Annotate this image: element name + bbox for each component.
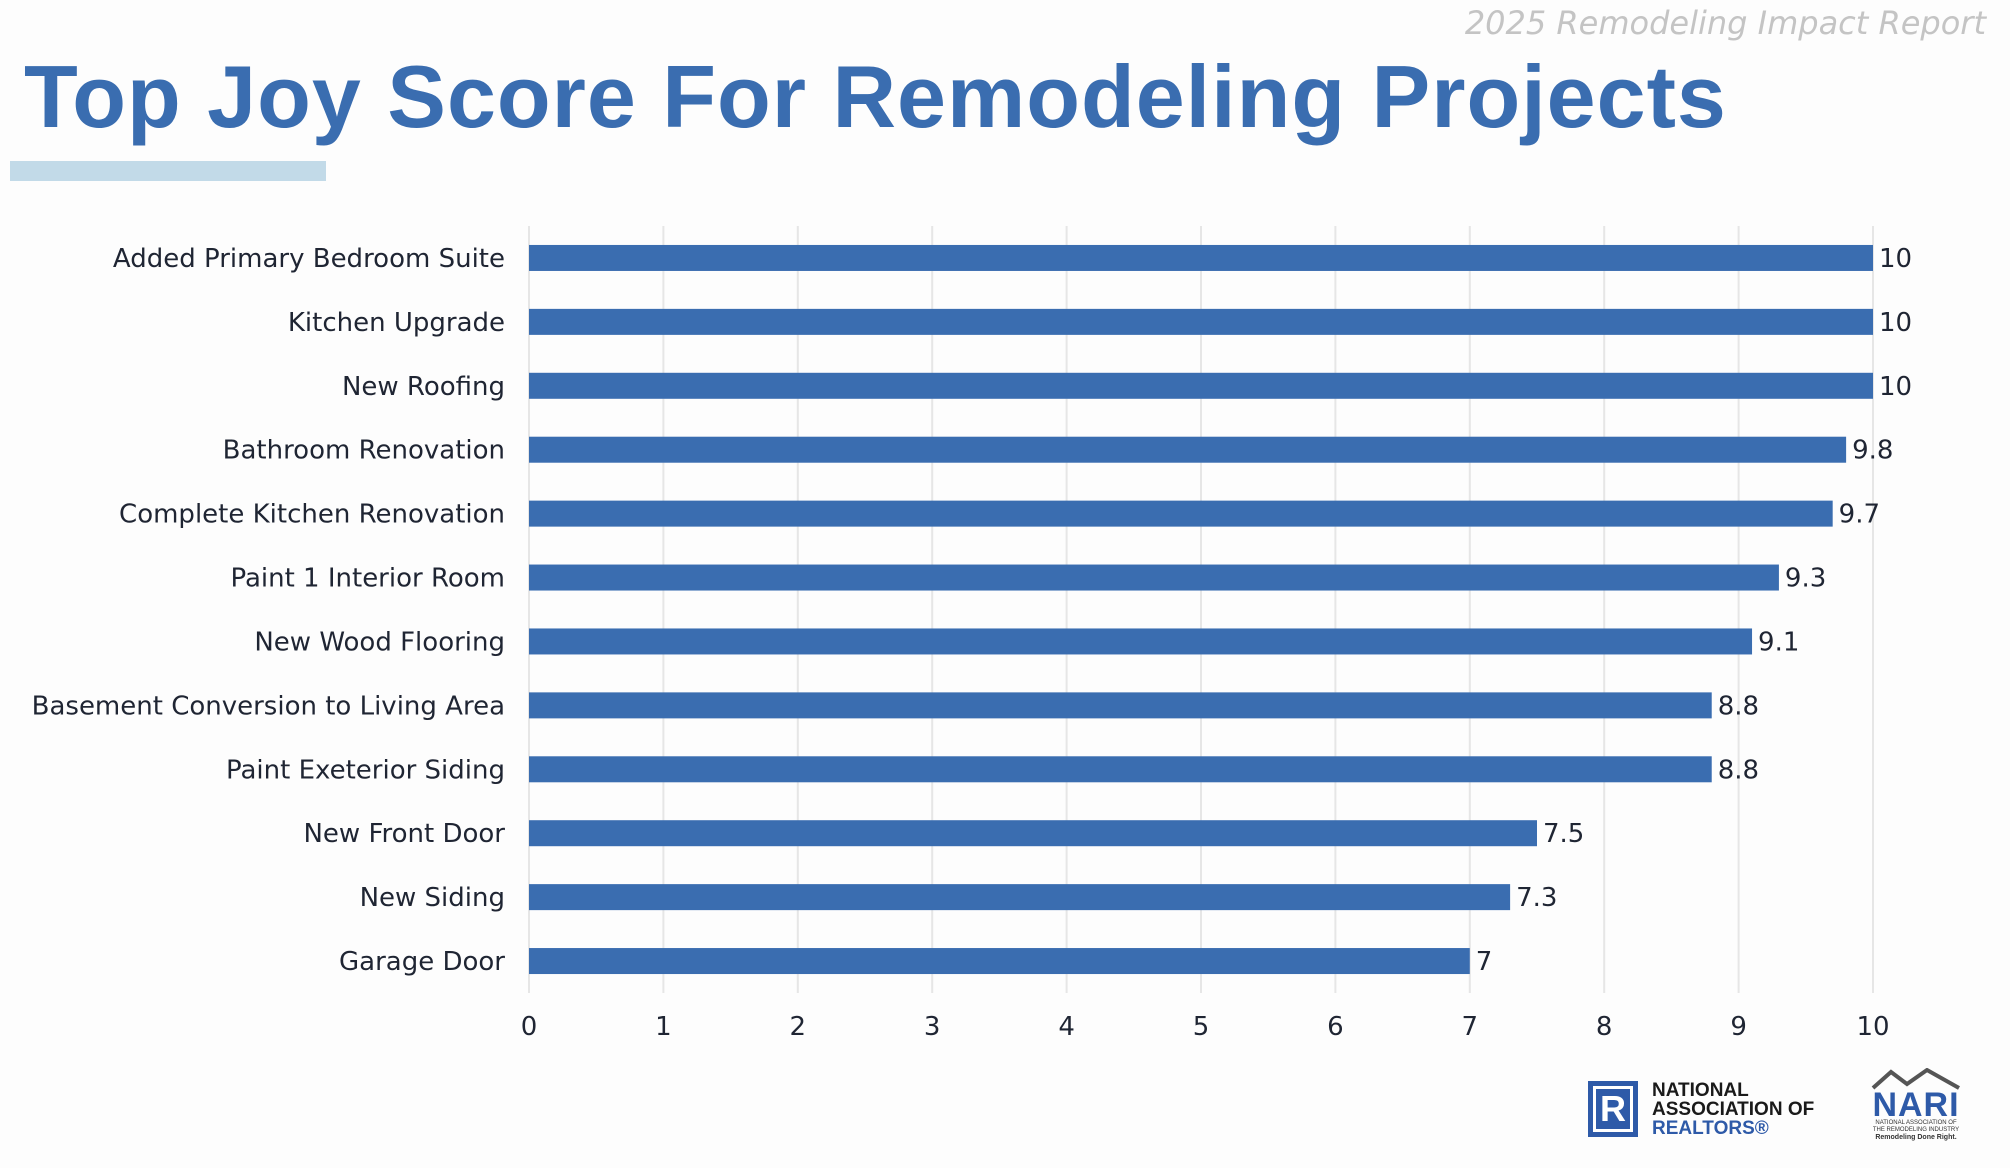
category-labels: Added Primary Bedroom Suite Kitchen Upgra… [32, 244, 506, 977]
bar [529, 372, 1873, 399]
data-label: 9.1 [1758, 627, 1799, 657]
bar [529, 500, 1833, 527]
category-label: New Siding [360, 883, 505, 913]
category-label: Garage Door [339, 947, 505, 977]
bar [529, 756, 1712, 783]
bar [529, 884, 1511, 911]
data-label: 10 [1879, 244, 1912, 274]
nari-roof-icon [1871, 1068, 1960, 1090]
x-tick-label: 3 [924, 1012, 941, 1042]
nari-tagline: Remodeling Done Right. [1875, 1134, 1957, 1141]
bars [529, 244, 1873, 975]
category-label: New Front Door [303, 819, 505, 849]
x-tick-label: 9 [1730, 1012, 1747, 1042]
data-label: 9.3 [1785, 564, 1826, 594]
nari-subtitle-1: NATIONAL ASSOCIATION OF [1875, 1120, 1957, 1126]
nar-logo: R NATIONAL ASSOCIATION OF REALTORS® [1588, 1080, 1814, 1138]
data-label: 8.8 [1718, 691, 1759, 721]
category-label: Basement Conversion to Living Area [32, 691, 505, 721]
data-label: 10 [1879, 372, 1912, 402]
category-label: Added Primary Bedroom Suite [113, 244, 505, 274]
category-label: Paint 1 Interior Room [230, 564, 505, 594]
x-tick-label: 8 [1596, 1012, 1613, 1042]
bar [529, 308, 1873, 335]
data-label: 7.5 [1543, 819, 1584, 849]
category-label: Bathroom Renovation [223, 436, 505, 466]
x-tick-label: 0 [521, 1012, 538, 1042]
category-label: Complete Kitchen Renovation [119, 500, 505, 530]
x-tick-label: 4 [1058, 1012, 1075, 1042]
bar [529, 692, 1712, 719]
nari-wordmark: NARI [1872, 1086, 1960, 1124]
category-label: Paint Exeterior Siding [226, 755, 505, 785]
data-label: 10 [1879, 308, 1912, 338]
data-label: 7 [1476, 947, 1493, 977]
page-title: Top Joy Score For Remodeling Projects [24, 47, 1727, 146]
bar [529, 564, 1779, 591]
x-tick-label: 2 [790, 1012, 807, 1042]
nar-r-icon: R [1588, 1081, 1638, 1137]
bar [529, 436, 1847, 463]
x-axis-ticks: 0 1 2 3 4 5 6 7 8 9 10 [521, 1012, 1890, 1042]
bar [529, 820, 1537, 847]
title-underline [10, 161, 326, 181]
x-tick-label: 5 [1193, 1012, 1210, 1042]
category-label: New Roofing [342, 372, 505, 402]
bar [529, 948, 1470, 975]
bar [529, 244, 1873, 271]
data-labels: 10 10 10 9.8 9.7 9.3 9.1 8.8 8.8 7.5 7.3 7 [1476, 244, 1912, 977]
data-label: 9.7 [1839, 500, 1880, 530]
data-label: 9.8 [1852, 436, 1893, 466]
data-label: 8.8 [1718, 755, 1759, 785]
report-label: 2025 Remodeling Impact Report [1464, 4, 1986, 42]
bar [529, 628, 1753, 655]
nari-subtitle-2: THE REMODELING INDUSTRY [1872, 1127, 1960, 1133]
category-label: New Wood Flooring [254, 627, 505, 657]
grid-lines [528, 226, 1874, 993]
x-tick-label: 1 [655, 1012, 672, 1042]
x-tick-label: 6 [1327, 1012, 1344, 1042]
nari-logo: NARI NATIONAL ASSOCIATION OF THE REMODEL… [1866, 1068, 1966, 1141]
nar-logo-text: NATIONAL ASSOCIATION OF REALTORS® [1652, 1079, 1815, 1139]
category-label: Kitchen Upgrade [288, 308, 505, 338]
data-label: 7.3 [1516, 883, 1557, 913]
x-tick-label: 7 [1462, 1012, 1479, 1042]
x-tick-label: 10 [1856, 1012, 1889, 1042]
